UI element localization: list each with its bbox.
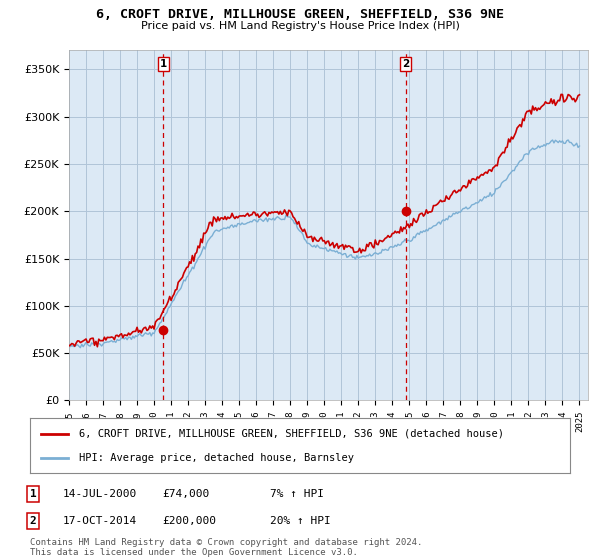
Text: 17-OCT-2014: 17-OCT-2014 bbox=[63, 516, 137, 526]
Text: £200,000: £200,000 bbox=[162, 516, 216, 526]
Text: £74,000: £74,000 bbox=[162, 489, 209, 499]
Text: 6, CROFT DRIVE, MILLHOUSE GREEN, SHEFFIELD, S36 9NE: 6, CROFT DRIVE, MILLHOUSE GREEN, SHEFFIE… bbox=[96, 8, 504, 21]
Text: 14-JUL-2000: 14-JUL-2000 bbox=[63, 489, 137, 499]
Text: 6, CROFT DRIVE, MILLHOUSE GREEN, SHEFFIELD, S36 9NE (detached house): 6, CROFT DRIVE, MILLHOUSE GREEN, SHEFFIE… bbox=[79, 429, 503, 438]
Text: 7% ↑ HPI: 7% ↑ HPI bbox=[270, 489, 324, 499]
Text: HPI: Average price, detached house, Barnsley: HPI: Average price, detached house, Barn… bbox=[79, 453, 353, 463]
Text: 2: 2 bbox=[402, 59, 409, 69]
Text: Price paid vs. HM Land Registry's House Price Index (HPI): Price paid vs. HM Land Registry's House … bbox=[140, 21, 460, 31]
Text: Contains HM Land Registry data © Crown copyright and database right 2024.
This d: Contains HM Land Registry data © Crown c… bbox=[30, 538, 422, 557]
Text: 20% ↑ HPI: 20% ↑ HPI bbox=[270, 516, 331, 526]
Text: 1: 1 bbox=[160, 59, 167, 69]
Text: 2: 2 bbox=[29, 516, 37, 526]
Text: 1: 1 bbox=[29, 489, 37, 499]
